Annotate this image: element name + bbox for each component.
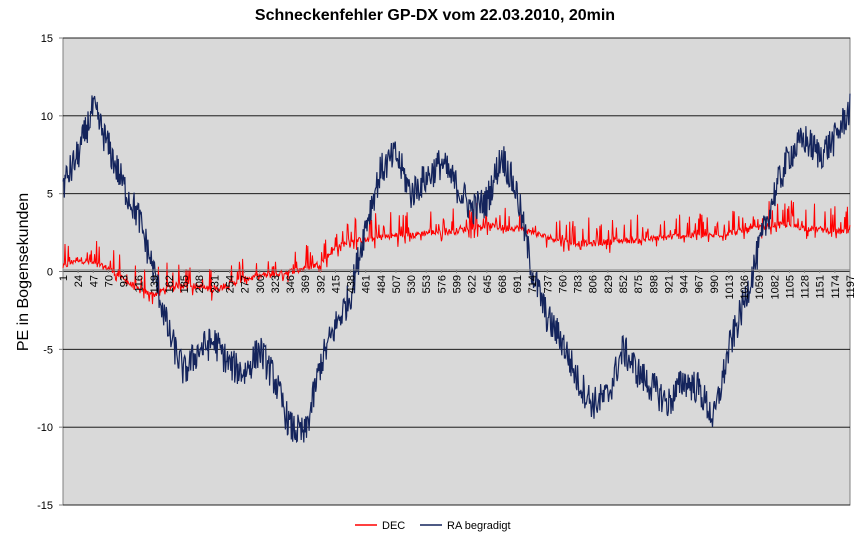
x-tick-label: 645 (482, 275, 494, 293)
x-tick-label: 162 (164, 275, 176, 293)
x-tick-label: 599 (452, 275, 464, 293)
x-tick-label: 622 (467, 275, 479, 293)
x-tick-label: 392 (315, 275, 327, 293)
x-tick-label: 1197 (845, 275, 857, 299)
x-tick-label: 323 (270, 275, 282, 293)
x-tick-label: 1059 (754, 275, 766, 299)
y-tick-label: 10 (41, 111, 53, 123)
y-tick-label: -15 (37, 500, 53, 512)
x-tick-label: 1151 (815, 275, 827, 299)
legend: DEC RA begradigt (355, 520, 511, 532)
series-line-ra (62, 93, 851, 444)
x-tick-label: 47 (88, 275, 100, 287)
x-tick-label: 737 (542, 275, 554, 293)
x-tick-label: 967 (694, 275, 706, 293)
x-tick-label: 116 (134, 275, 146, 293)
x-tick-label: 1082 (769, 275, 781, 299)
x-tick-label: 1174 (830, 275, 842, 299)
x-tick-label: 1036 (739, 275, 751, 299)
x-tick-label: 668 (497, 275, 509, 293)
y-tick-label: 5 (47, 189, 53, 201)
x-tick-label: 898 (648, 275, 660, 293)
plot-area: 15 10 5 0 -5 -10 -15 1 24 47 70 93 116 139 162 185 208 23… (37, 33, 857, 512)
x-tick-label: 346 (285, 275, 297, 293)
x-tick-label: 461 (361, 275, 373, 293)
series-line-dec (62, 200, 851, 305)
x-tick-label: 783 (573, 275, 585, 293)
x-tick-label: 1105 (784, 275, 796, 299)
chart-title: Schneckenfehler GP-DX vom 22.03.2010, 20… (255, 7, 615, 24)
y-tick-label: -10 (37, 422, 53, 434)
x-tick-label: 277 (240, 275, 252, 293)
x-tick-label: 691 (512, 275, 524, 293)
y-tick-label: 15 (41, 33, 53, 45)
legend-label-dec: DEC (382, 520, 405, 532)
x-tick-label: 852 (618, 275, 630, 293)
legend-label-ra: RA begradigt (447, 520, 511, 532)
x-tick-label: 530 (406, 275, 418, 293)
x-tick-label: 553 (421, 275, 433, 293)
x-tick-label: 1128 (800, 275, 812, 299)
x-tick-label: 185 (179, 275, 191, 293)
x-tick-label: 93 (119, 275, 131, 287)
x-tick-label: 507 (391, 275, 403, 293)
x-tick-label: 576 (436, 275, 448, 293)
x-tick-label: 484 (376, 275, 388, 293)
x-tick-label: 1013 (724, 275, 736, 299)
x-tick-label: 254 (224, 275, 236, 293)
x-tick-label: 829 (603, 275, 615, 293)
x-tick-label: 70 (103, 275, 115, 287)
x-tick-label: 875 (633, 275, 645, 293)
x-tick-label: 1 (58, 275, 70, 281)
x-tick-label: 300 (255, 275, 267, 293)
x-tick-label: 208 (194, 275, 206, 293)
x-tick-label: 369 (300, 275, 312, 293)
x-tick-label: 231 (209, 275, 221, 293)
x-tick-label: 714 (527, 275, 539, 293)
x-tick-label: 806 (588, 275, 600, 293)
y-tick-label: 0 (47, 267, 53, 279)
x-tick-label: 760 (557, 275, 569, 293)
x-tick-label: 990 (709, 275, 721, 293)
x-tick-label: 139 (149, 275, 161, 293)
x-tick-label: 921 (663, 275, 675, 293)
x-tick-label: 438 (346, 275, 358, 293)
x-tick-label: 415 (330, 275, 342, 293)
x-tick-label: 24 (73, 275, 85, 287)
x-tick-label: 944 (679, 275, 691, 293)
y-tick-label: -5 (43, 344, 53, 356)
y-axis-label: PE in Bogensekunden (15, 193, 32, 351)
